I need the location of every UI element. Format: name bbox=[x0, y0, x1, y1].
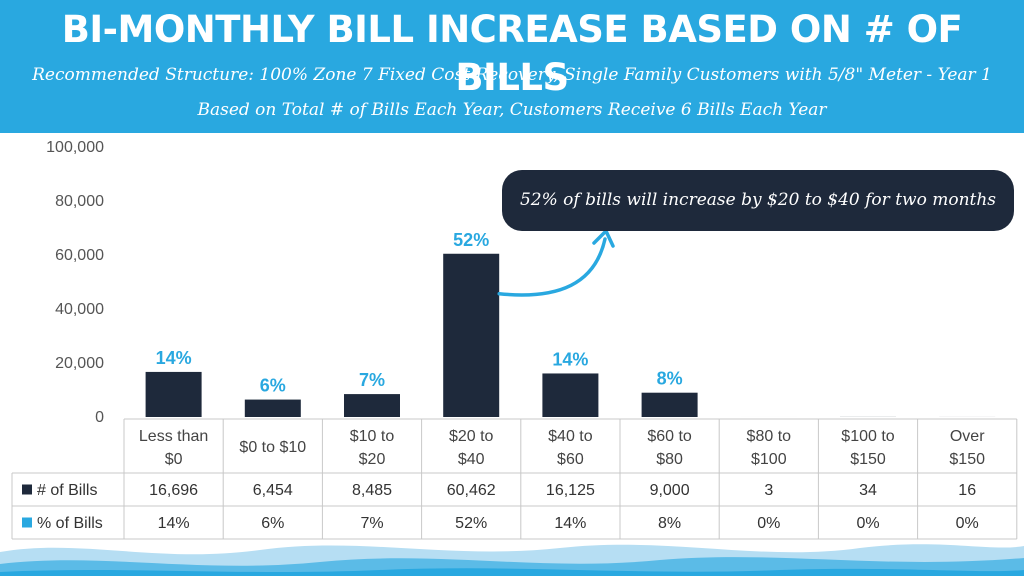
bar bbox=[641, 392, 698, 417]
table-cell: 8% bbox=[658, 515, 681, 532]
bar bbox=[542, 373, 599, 417]
y-tick-label: 100,000 bbox=[46, 139, 104, 156]
table-cell: 16,696 bbox=[149, 482, 198, 499]
category-label: $150 bbox=[949, 451, 985, 468]
table-cell: 14% bbox=[554, 515, 586, 532]
bar-percent-label: 52% bbox=[453, 230, 489, 250]
table-cell: 8,485 bbox=[352, 482, 392, 499]
y-tick-label: 80,000 bbox=[55, 193, 104, 210]
table-cell: 52% bbox=[455, 515, 487, 532]
category-label: $100 bbox=[751, 451, 787, 468]
category-label: $10 to bbox=[350, 428, 395, 445]
table-cell: 0% bbox=[856, 515, 879, 532]
y-tick-label: 60,000 bbox=[55, 247, 104, 264]
bar bbox=[145, 371, 202, 417]
decorative-waves bbox=[0, 544, 1024, 576]
series-label: # of Bills bbox=[37, 482, 97, 499]
category-label: $20 to bbox=[449, 428, 494, 445]
category-label: $0 bbox=[165, 451, 183, 468]
table-cell: 34 bbox=[859, 482, 877, 499]
category-label: $60 bbox=[557, 451, 584, 468]
page-subtitle: Recommended Structure: 100% Zone 7 Fixed… bbox=[32, 65, 992, 85]
bar-percent-label: 14% bbox=[552, 349, 588, 369]
table-cell: 9,000 bbox=[650, 482, 690, 499]
bar-percent-label: 7% bbox=[359, 370, 385, 390]
callout-box: 52% of bills will increase by $20 to $40… bbox=[502, 170, 1014, 231]
category-label: $60 to bbox=[647, 428, 692, 445]
table-cell: 3 bbox=[764, 482, 773, 499]
page-subtitle-basis: Based on Total # of Bills Each Year, Cus… bbox=[197, 100, 827, 120]
page-title: BI-MONTHLY BILL INCREASE BASED ON # OF B… bbox=[61, 8, 963, 99]
bar bbox=[244, 399, 301, 417]
table-cell: 6% bbox=[261, 515, 284, 532]
category-label: Over bbox=[950, 428, 985, 445]
category-label: $80 to bbox=[747, 428, 792, 445]
category-label: $80 bbox=[656, 451, 683, 468]
callout-arrow-head bbox=[592, 229, 615, 248]
y-tick-label: 0 bbox=[95, 409, 104, 426]
series-label: % of Bills bbox=[37, 515, 103, 532]
table-cell: 6,454 bbox=[253, 482, 293, 499]
category-label: $100 to bbox=[841, 428, 894, 445]
table-cell: 60,462 bbox=[447, 482, 496, 499]
table-cell: 14% bbox=[158, 515, 190, 532]
table-cell: 0% bbox=[757, 515, 780, 532]
bar-chart: 100,000 80,000 60,000 40,000 20,000 0 # of Bil… bbox=[11, 139, 1018, 540]
category-label: Less than bbox=[139, 428, 208, 445]
y-tick-label: 20,000 bbox=[55, 355, 104, 372]
table-cell: 7% bbox=[360, 515, 383, 532]
bar-percent-label: 6% bbox=[260, 376, 286, 396]
table-cell: 16,125 bbox=[546, 482, 595, 499]
bar bbox=[344, 394, 400, 417]
table-cell: 16 bbox=[958, 482, 976, 499]
table-cell: 0% bbox=[956, 515, 979, 532]
header-banner: BI-MONTHLY BILL INCREASE BASED ON # OF B… bbox=[0, 0, 1024, 133]
y-tick-label: 40,000 bbox=[55, 301, 104, 318]
category-label: $40 bbox=[458, 451, 485, 468]
callout-arrow bbox=[497, 237, 607, 297]
category-label: $150 bbox=[850, 451, 886, 468]
legend-swatch bbox=[22, 484, 32, 495]
bar bbox=[443, 253, 500, 417]
bar-percent-label: 8% bbox=[657, 369, 683, 389]
category-label: $0 to $10 bbox=[239, 439, 306, 456]
legend-swatch bbox=[22, 517, 32, 528]
bar-percent-label: 14% bbox=[156, 348, 192, 368]
category-label: $40 to bbox=[548, 428, 593, 445]
category-label: $20 bbox=[359, 451, 386, 468]
